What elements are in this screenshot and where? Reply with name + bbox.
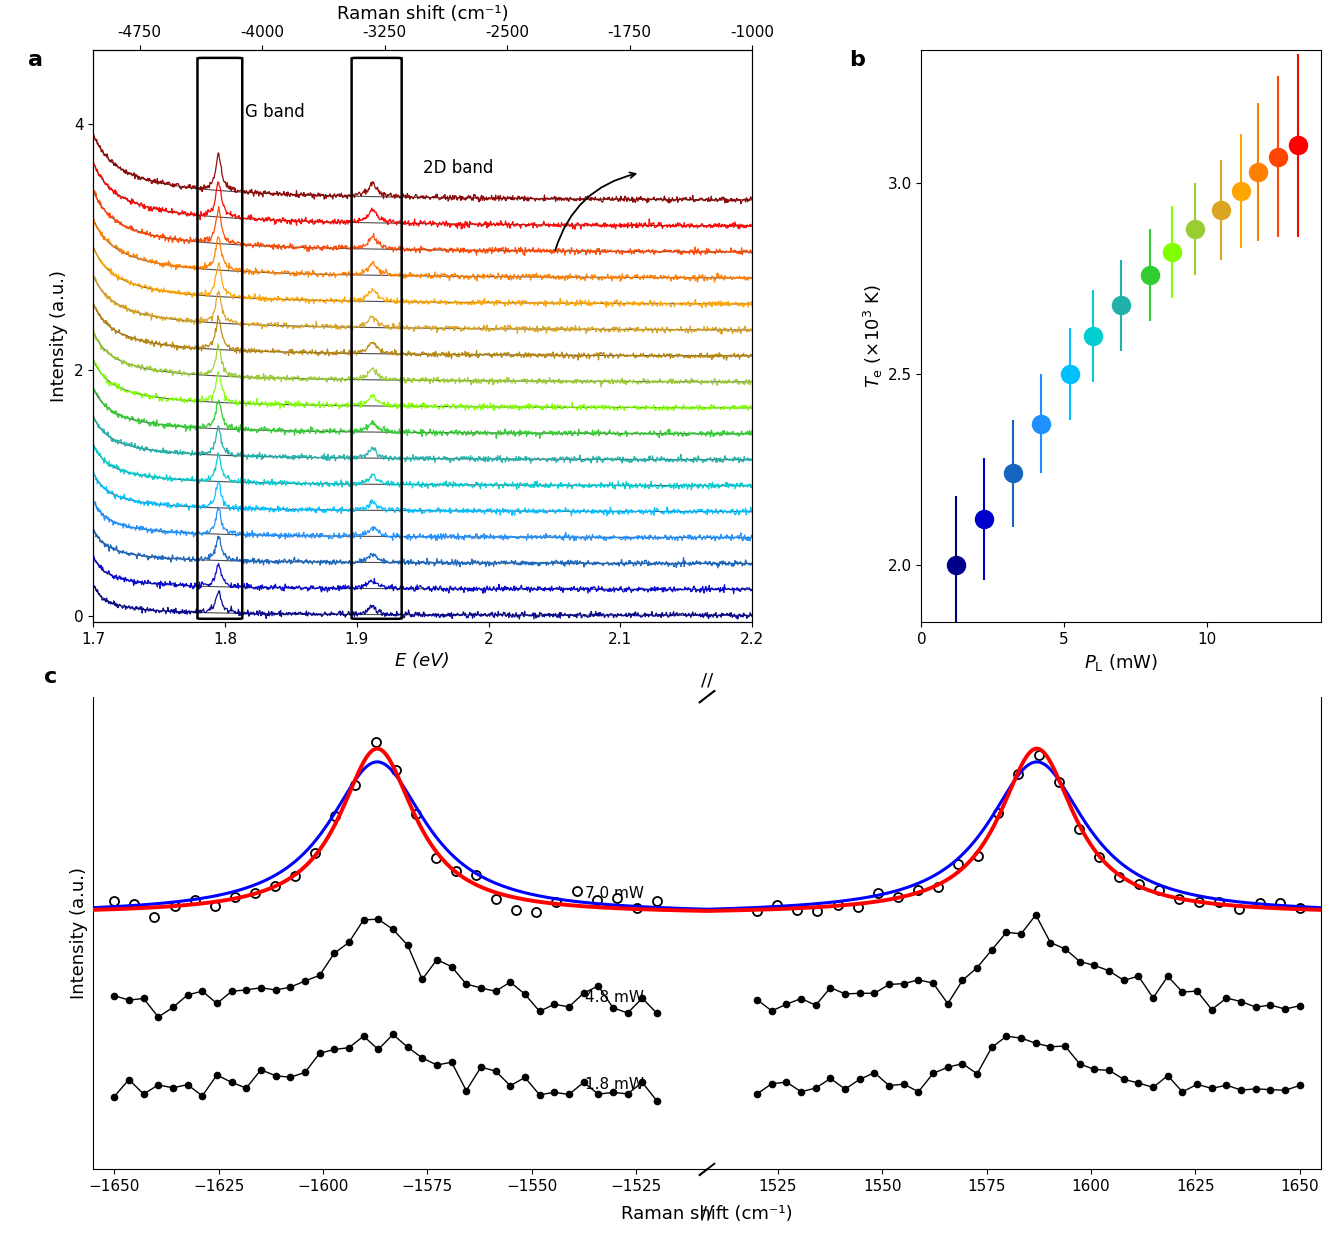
X-axis label: E (eV): E (eV) (395, 652, 450, 671)
Y-axis label: Intensity (a.u.): Intensity (a.u.) (69, 867, 88, 999)
Text: c: c (44, 667, 57, 687)
Text: //: // (700, 672, 714, 689)
X-axis label: Raman shift (cm⁻¹): Raman shift (cm⁻¹) (338, 5, 508, 24)
Text: 4.8 mW: 4.8 mW (586, 990, 644, 1005)
Text: 2D band: 2D band (423, 159, 494, 177)
Y-axis label: $T_{\rm e}$ ($\times 10^3$ K): $T_{\rm e}$ ($\times 10^3$ K) (862, 284, 884, 388)
Text: a: a (28, 50, 43, 70)
Text: Raman shift (cm⁻¹): Raman shift (cm⁻¹) (622, 1205, 792, 1223)
Y-axis label: Intensity (a.u.): Intensity (a.u.) (51, 270, 68, 402)
Text: 7.0 mW: 7.0 mW (586, 887, 644, 902)
Text: b: b (850, 50, 866, 70)
X-axis label: $P_{\rm L}$ (mW): $P_{\rm L}$ (mW) (1085, 652, 1158, 673)
Text: G band: G band (245, 103, 304, 122)
Text: 1.8 mW: 1.8 mW (586, 1077, 644, 1092)
Text: //: // (700, 1204, 714, 1223)
